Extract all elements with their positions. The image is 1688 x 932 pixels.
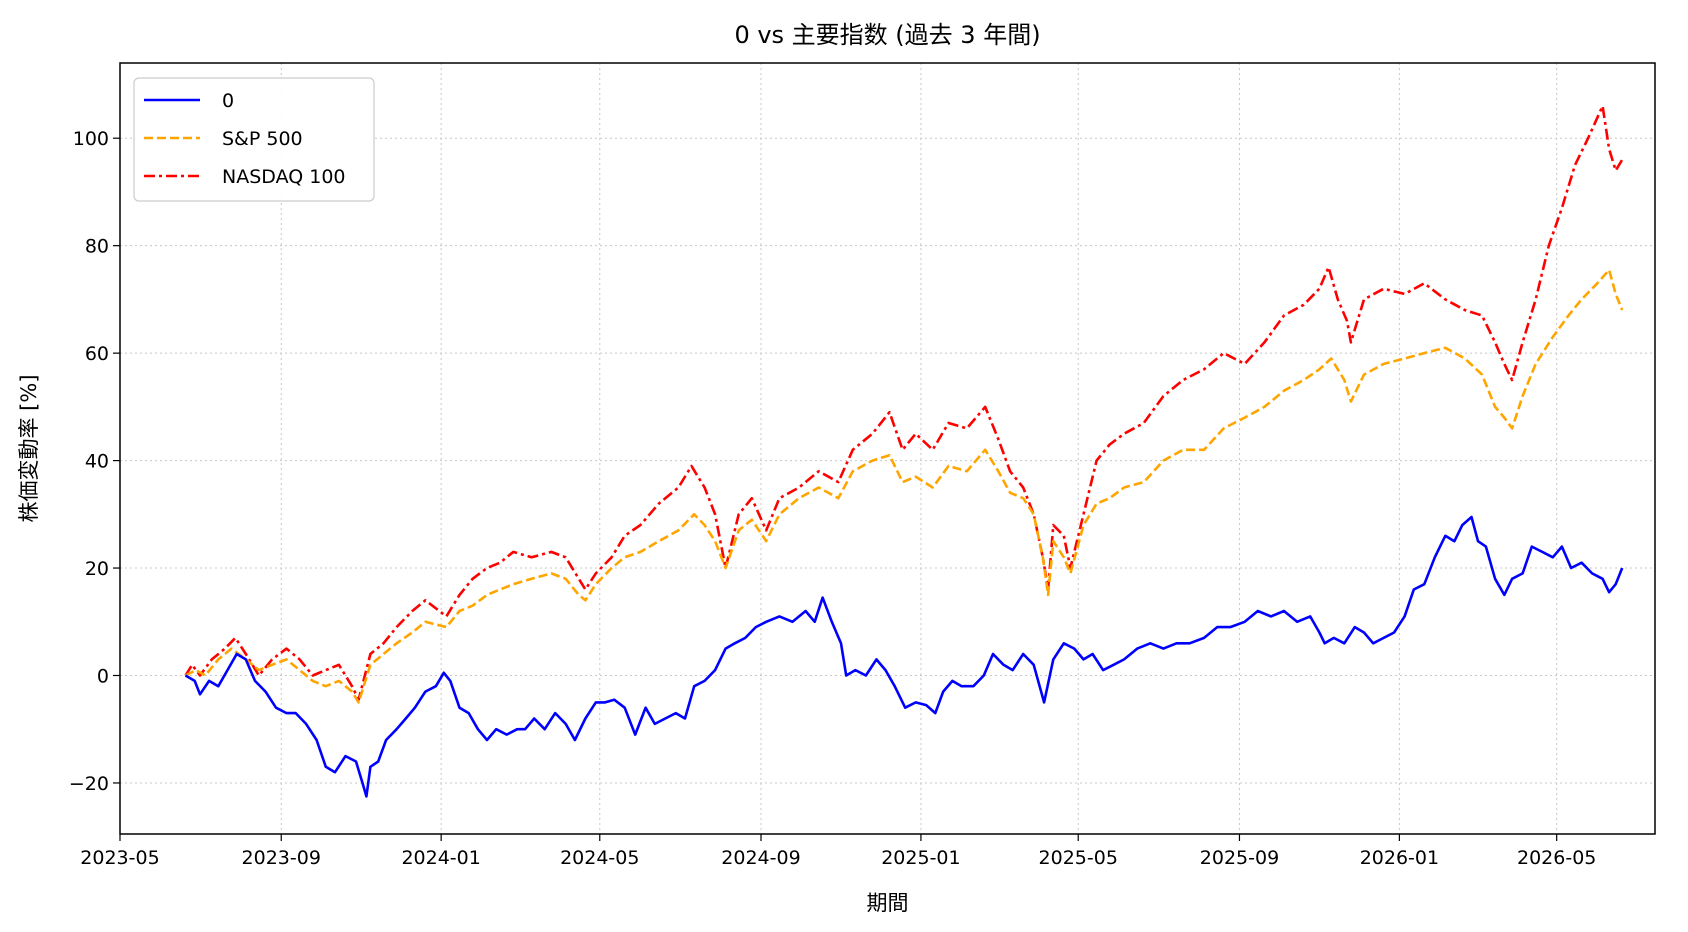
plot-frame bbox=[119, 62, 1656, 835]
y-tick-label: 20 bbox=[85, 558, 109, 580]
chart-title: 0 vs 主要指数 (過去 3 年間) bbox=[734, 21, 1040, 49]
x-tick-label: 2026-05 bbox=[1517, 847, 1596, 869]
grid-lines bbox=[119, 63, 1655, 834]
x-tick-label: 2024-09 bbox=[721, 847, 800, 869]
legend: 0 S&P 500 NASDAQ 100 bbox=[133, 77, 375, 202]
y-tick-label: 60 bbox=[85, 343, 109, 365]
x-axis-label: 期間 bbox=[867, 891, 909, 915]
y-tick-label: 0 bbox=[97, 666, 109, 688]
x-tick-label: 2026-01 bbox=[1360, 847, 1439, 869]
y-tick-label: −20 bbox=[69, 773, 109, 795]
series-line-stock bbox=[184, 515, 1624, 798]
series-line-sp500 bbox=[184, 268, 1624, 704]
y-tick-label: 100 bbox=[73, 128, 109, 150]
legend-label: 0 bbox=[222, 90, 234, 112]
series-lines bbox=[184, 104, 1624, 798]
y-tick-label: 80 bbox=[85, 236, 109, 258]
x-tick-label: 2025-05 bbox=[1039, 847, 1118, 869]
x-tick-label: 2025-09 bbox=[1200, 847, 1279, 869]
x-tick-label: 2023-09 bbox=[242, 847, 321, 869]
x-tick-label: 2024-05 bbox=[560, 847, 639, 869]
axis-ticks: −20 0 20 40 60 80 100 2023-05 2023-09 2024-01 2024… bbox=[69, 128, 1596, 869]
legend-label: NASDAQ 100 bbox=[222, 166, 346, 188]
series-line-nasdaq100 bbox=[184, 104, 1624, 701]
x-tick-label: 2025-01 bbox=[881, 847, 960, 869]
y-axis-label: 株価変動率 [%] bbox=[17, 374, 41, 522]
legend-label: S&P 500 bbox=[222, 128, 303, 150]
legend-box bbox=[133, 77, 375, 202]
x-tick-label: 2023-05 bbox=[80, 847, 159, 869]
x-tick-label: 2024-01 bbox=[401, 847, 480, 869]
y-tick-label: 40 bbox=[85, 451, 109, 473]
